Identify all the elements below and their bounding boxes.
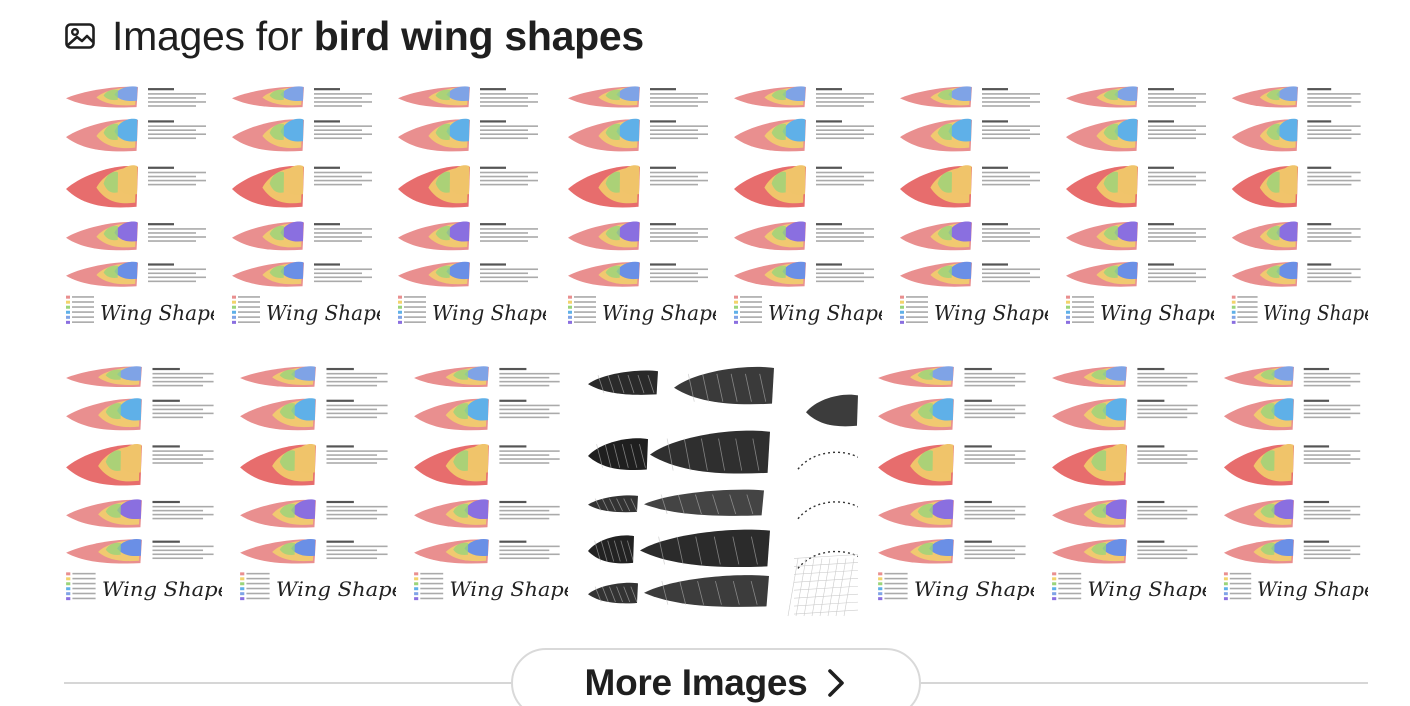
thumbnail-graphic: Wing Shapes bbox=[412, 360, 568, 618]
thumbnail-graphic bbox=[584, 360, 858, 618]
more-images-bar: More Images bbox=[64, 648, 1368, 706]
image-thumbnail-wing-photo[interactable] bbox=[584, 360, 858, 618]
image-thumbnail-wing-chart[interactable]: Wing Shapes bbox=[64, 80, 214, 342]
thumbnail-caption: Wing Shapes bbox=[1257, 578, 1368, 601]
more-images-label: More Images bbox=[584, 662, 808, 703]
thumbnail-graphic: Wing Shapes bbox=[876, 360, 1034, 618]
thumbnail-graphic: Wing Shapes bbox=[64, 80, 214, 342]
thumbnail-caption: Wing Shapes bbox=[266, 301, 380, 325]
thumbnail-caption: Wing Shapes bbox=[914, 578, 1034, 601]
thumbnail-caption: Wing Shapes bbox=[102, 578, 222, 601]
image-row-2: Wing Shapes Wing Shapes Wing Shapes Wing… bbox=[64, 360, 1368, 618]
image-thumbnail-wing-chart[interactable]: Wing Shapes bbox=[566, 80, 716, 342]
thumbnail-graphic: Wing Shapes bbox=[1230, 80, 1368, 342]
image-thumbnail-wing-chart[interactable]: Wing Shapes bbox=[238, 360, 396, 618]
image-row-1: Wing Shapes Wing Shapes Wing Shapes Wing… bbox=[64, 80, 1368, 346]
thumbnail-caption: Wing Shapes bbox=[602, 301, 716, 325]
thumbnail-graphic: Wing Shapes bbox=[566, 80, 716, 342]
image-thumbnail-wing-chart[interactable]: Wing Shapes bbox=[898, 80, 1048, 342]
thumbnail-graphic: Wing Shapes bbox=[1222, 360, 1368, 618]
image-thumbnail-wing-chart[interactable]: Wing Shapes bbox=[1050, 360, 1206, 618]
thumbnail-graphic: Wing Shapes bbox=[64, 360, 222, 618]
thumbnail-graphic: Wing Shapes bbox=[396, 80, 546, 342]
image-thumbnail-wing-chart[interactable]: Wing Shapes bbox=[1230, 80, 1368, 342]
image-thumbnail-wing-chart[interactable]: Wing Shapes bbox=[64, 360, 222, 618]
thumbnail-caption: Wing Shapes bbox=[276, 578, 396, 601]
thumbnail-caption: Wing Shapes bbox=[100, 301, 214, 325]
thumbnail-graphic: Wing Shapes bbox=[230, 80, 380, 342]
thumbnail-graphic: Wing Shapes bbox=[1064, 80, 1214, 342]
images-section-title[interactable]: Images for bird wing shapes bbox=[112, 13, 644, 60]
image-thumbnail-wing-chart[interactable]: Wing Shapes bbox=[1064, 80, 1214, 342]
thumbnail-caption: Wing Shapes bbox=[934, 301, 1048, 325]
title-prefix: Images for bbox=[112, 12, 314, 59]
image-thumbnail-wing-chart[interactable]: Wing Shapes bbox=[1222, 360, 1368, 618]
thumbnail-graphic: Wing Shapes bbox=[1050, 360, 1206, 618]
image-thumbnail-wing-chart[interactable]: Wing Shapes bbox=[230, 80, 380, 342]
images-section-header: Images for bird wing shapes bbox=[64, 12, 644, 60]
thumbnail-graphic: Wing Shapes bbox=[238, 360, 396, 618]
thumbnail-caption: Wing Shapes bbox=[1100, 301, 1214, 325]
image-icon bbox=[65, 23, 95, 49]
search-query: bird wing shapes bbox=[313, 12, 644, 59]
thumbnail-caption: Wing Shapes bbox=[1263, 301, 1368, 325]
image-thumbnail-wing-chart[interactable]: Wing Shapes bbox=[876, 360, 1034, 618]
image-grid: Wing Shapes Wing Shapes Wing Shapes Wing… bbox=[64, 80, 1368, 618]
thumbnail-graphic: Wing Shapes bbox=[898, 80, 1048, 342]
more-images-button[interactable]: More Images bbox=[511, 648, 921, 706]
thumbnail-caption: Wing Shapes bbox=[432, 301, 546, 325]
thumbnail-caption: Wing Shapes bbox=[1087, 578, 1206, 601]
image-thumbnail-wing-chart[interactable]: Wing Shapes bbox=[412, 360, 568, 618]
thumbnail-graphic: Wing Shapes bbox=[732, 80, 882, 342]
image-thumbnail-wing-chart[interactable]: Wing Shapes bbox=[732, 80, 882, 342]
chevron-right-icon bbox=[828, 669, 845, 697]
image-thumbnail-wing-chart[interactable]: Wing Shapes bbox=[396, 80, 546, 342]
thumbnail-caption: Wing Shapes bbox=[768, 301, 882, 325]
thumbnail-caption: Wing Shapes bbox=[449, 578, 568, 601]
